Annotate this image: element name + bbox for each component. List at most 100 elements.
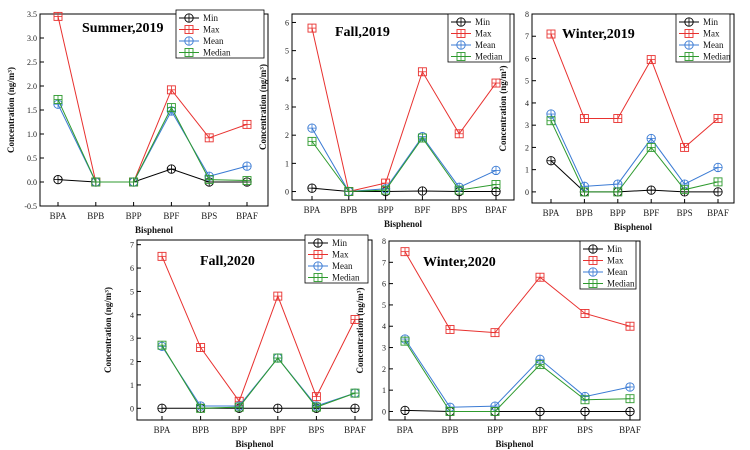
y-tick-label: 0 [285,188,289,197]
x-tick-label-BPP: BPP [126,211,142,221]
legend-label-median: Median [607,279,635,289]
x-tick-label-BPS: BPS [201,211,217,221]
series-median [307,133,501,196]
Max-marker [313,250,323,259]
x-tick-label-BPS: BPS [677,208,693,218]
Median-marker [350,388,360,398]
y-axis-title: Concentration (ng/m³) [103,287,113,373]
Min-marker [53,174,63,185]
Median-marker [445,407,455,416]
legend-label-max: Max [203,25,220,35]
series-mean [546,109,723,191]
Max-marker [546,29,556,39]
x-tick-label-BPAF: BPAF [344,425,366,435]
legend-label-min: Min [607,244,623,254]
Max-marker [684,29,694,38]
series-max [546,29,723,152]
Median-marker [713,177,723,187]
series-median [400,336,635,416]
y-tick-label: 3 [382,344,386,353]
Max-marker [490,328,500,338]
chart-title: Fall,2019 [335,25,390,40]
x-tick-label-BPA: BPA [50,211,67,221]
x-axis-title: Bisphenol [614,222,653,232]
Max-marker [613,114,623,123]
series-line-mean [550,113,719,187]
series-line-median [311,137,497,193]
y-tick-label: 1 [130,381,134,390]
Max-marker [273,291,283,301]
Max-marker [579,114,589,123]
legend-label-median: Median [703,52,731,62]
y-axis-title: Concentration (ng/m³) [258,64,268,150]
series-line-median [404,340,631,412]
Min-marker [546,156,556,166]
Max-marker [166,85,176,95]
y-tick-label: 0.5 [27,154,37,163]
series-min [307,183,501,197]
Median-marker [157,340,167,350]
Max-marker [580,309,590,318]
chart-title: Summer,2019 [82,21,164,36]
series-min [53,164,252,187]
series-max [400,247,635,338]
Mean-marker [588,267,598,277]
x-tick-label-BPP: BPP [610,208,626,218]
Min-marker [625,406,635,417]
x-axis-title: Bisphenol [135,225,174,235]
legend-label-median: Median [203,48,231,58]
y-tick-label: 7 [130,241,134,250]
y-tick-label: 2 [285,131,289,140]
y-tick-label: 3 [525,121,529,130]
Median-marker [680,185,690,195]
y-tick-label: 0 [130,404,134,413]
legend-label-max: Max [607,256,624,266]
series-median [157,340,360,413]
series-line-mean [404,338,631,408]
y-tick-label: 6 [285,18,289,27]
Median-marker [196,403,206,413]
y-tick-label: 3.5 [27,10,37,19]
Max-marker [680,142,690,152]
chart-title: Fall,2020 [200,254,255,269]
Median-marker [613,187,623,197]
x-tick-label-BPF: BPF [270,425,286,435]
plot-frame [388,240,641,421]
Max-marker [713,114,723,123]
y-tick-label: 5 [130,287,134,296]
Mean-marker [646,133,656,144]
y-tick-label: 1.0 [27,130,37,139]
Median-marker [684,52,694,61]
y-tick-label: -0.5 [24,202,37,211]
Median-marker [456,52,466,61]
series-median [546,116,723,197]
Min-marker [400,405,410,416]
legend-label-median: Median [475,52,503,62]
x-tick-label-BPP: BPP [231,425,247,435]
y-tick-label: 5 [525,77,529,86]
Max-marker [307,23,317,33]
y-axis-title: Concentration (ng/m³) [355,288,365,374]
Median-marker [579,187,589,197]
x-tick-label-BPS: BPS [451,205,467,215]
y-tick-label: 2.5 [27,58,37,67]
x-tick-label-BPA: BPA [397,425,414,435]
y-tick-label: 2 [130,358,134,367]
y-axis-title: Concentration (ng/m³) [6,67,16,153]
y-tick-label: 4 [525,99,529,108]
Mean-marker [242,161,252,171]
legend-label-min: Min [703,17,719,27]
series-line-max [161,256,356,403]
x-tick-label-BPP: BPP [378,205,394,215]
legend-label-mean: Mean [332,261,353,271]
Mean-marker [491,165,501,176]
Min-marker [166,164,177,174]
y-tick-label: 4 [382,322,386,331]
Median-marker [311,402,321,412]
legend-label-mean: Mean [475,40,496,50]
y-tick-label: 6 [130,264,134,273]
Median-marker [344,187,354,196]
